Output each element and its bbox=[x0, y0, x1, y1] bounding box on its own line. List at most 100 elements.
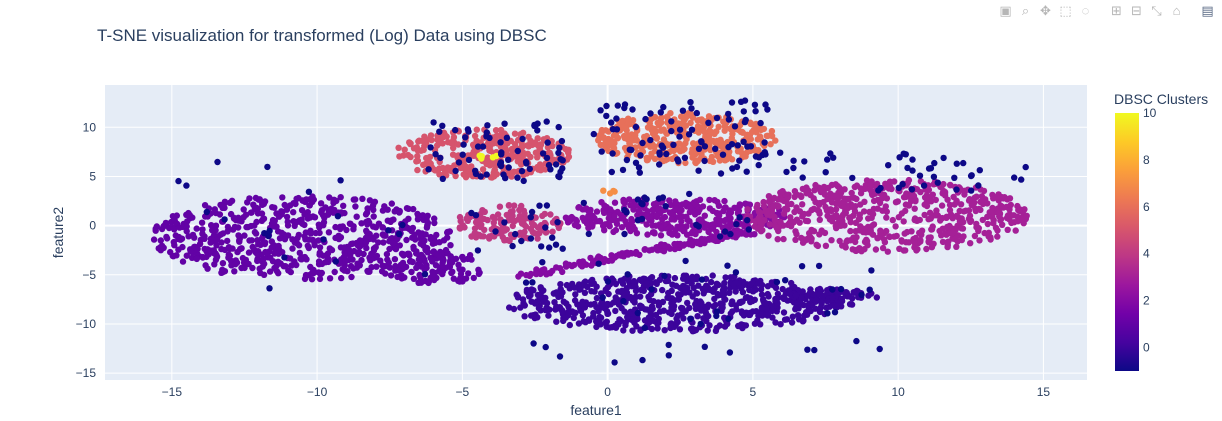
data-point bbox=[708, 153, 716, 161]
data-point bbox=[724, 262, 731, 269]
data-point bbox=[531, 139, 539, 146]
data-point bbox=[671, 297, 678, 304]
data-point bbox=[976, 167, 983, 174]
data-point bbox=[412, 236, 419, 243]
data-point bbox=[916, 216, 923, 224]
data-point bbox=[382, 270, 389, 277]
data-point bbox=[444, 229, 451, 236]
data-point bbox=[765, 293, 772, 300]
data-point bbox=[596, 313, 603, 321]
data-point bbox=[545, 161, 553, 169]
data-point bbox=[517, 304, 524, 311]
data-point bbox=[670, 302, 678, 310]
data-point bbox=[838, 295, 846, 302]
data-point bbox=[474, 143, 482, 150]
data-point bbox=[656, 308, 664, 315]
pan-icon[interactable]: ✥ bbox=[1040, 2, 1051, 18]
data-point bbox=[260, 215, 268, 222]
data-point bbox=[566, 321, 573, 329]
data-point bbox=[849, 203, 857, 210]
data-point bbox=[546, 244, 553, 251]
data-point bbox=[541, 210, 548, 218]
zoom-out-icon[interactable]: ⊟ bbox=[1131, 2, 1142, 18]
data-point bbox=[236, 237, 243, 244]
data-point bbox=[1007, 201, 1014, 209]
data-point bbox=[528, 208, 536, 216]
data-point bbox=[293, 261, 300, 269]
y-tick-label: −10 bbox=[76, 317, 97, 331]
data-point bbox=[901, 230, 908, 237]
autoscale-icon[interactable]: ⤡ bbox=[1151, 2, 1162, 18]
data-point bbox=[635, 207, 643, 215]
data-point bbox=[681, 241, 688, 248]
data-point bbox=[531, 230, 538, 237]
data-point bbox=[283, 213, 291, 221]
data-point bbox=[427, 144, 434, 151]
zoom-in-icon[interactable]: ⊞ bbox=[1111, 2, 1122, 18]
data-point bbox=[861, 198, 868, 205]
data-point bbox=[218, 245, 225, 253]
data-point bbox=[399, 221, 406, 229]
data-point bbox=[740, 278, 747, 285]
data-point bbox=[883, 227, 890, 235]
data-point bbox=[889, 216, 896, 224]
data-point bbox=[657, 119, 665, 127]
data-point bbox=[337, 234, 345, 241]
data-point bbox=[305, 188, 313, 195]
data-point bbox=[486, 235, 493, 242]
data-point bbox=[736, 214, 743, 221]
data-point bbox=[953, 243, 960, 250]
data-point bbox=[407, 153, 414, 161]
data-point bbox=[703, 317, 710, 325]
data-point bbox=[777, 218, 784, 226]
data-point bbox=[226, 244, 233, 252]
data-point bbox=[876, 199, 884, 207]
data-point bbox=[570, 314, 577, 322]
data-point bbox=[621, 104, 628, 112]
data-point bbox=[430, 166, 437, 173]
data-point bbox=[688, 112, 696, 120]
data-point bbox=[640, 287, 647, 294]
box-select-icon[interactable]: ⬚ bbox=[1059, 2, 1072, 18]
data-point bbox=[246, 237, 253, 244]
data-point bbox=[509, 222, 516, 230]
data-point bbox=[602, 319, 609, 326]
data-point bbox=[911, 205, 918, 212]
zoom-icon[interactable]: ⌕ bbox=[1021, 2, 1030, 18]
data-point bbox=[727, 214, 734, 222]
data-point bbox=[747, 298, 754, 306]
data-point bbox=[403, 205, 411, 212]
data-point bbox=[689, 276, 697, 283]
data-point bbox=[840, 203, 848, 211]
data-point bbox=[755, 280, 762, 287]
data-point bbox=[632, 159, 640, 166]
data-point bbox=[514, 174, 521, 181]
data-point bbox=[666, 197, 673, 204]
data-point bbox=[503, 134, 511, 141]
camera-icon[interactable]: ▣ bbox=[999, 2, 1012, 18]
plotly-logo-icon[interactable]: ▤ bbox=[1201, 2, 1214, 18]
data-point bbox=[209, 227, 216, 234]
data-point bbox=[657, 232, 665, 239]
data-point bbox=[930, 240, 937, 247]
data-point bbox=[978, 193, 986, 200]
lasso-icon[interactable]: ◌ bbox=[1081, 3, 1090, 18]
data-point bbox=[828, 237, 835, 244]
data-point bbox=[708, 278, 715, 286]
data-point bbox=[904, 164, 911, 172]
data-point bbox=[975, 182, 982, 189]
data-point bbox=[657, 109, 664, 116]
data-point bbox=[1012, 227, 1019, 234]
data-point bbox=[772, 319, 779, 326]
data-point bbox=[680, 119, 687, 126]
data-point bbox=[1023, 212, 1030, 219]
data-point bbox=[340, 202, 347, 209]
data-point bbox=[829, 294, 836, 301]
data-point bbox=[611, 212, 618, 220]
data-point bbox=[967, 240, 974, 247]
reset-axes-icon[interactable]: ⌂ bbox=[1172, 3, 1181, 18]
data-point bbox=[460, 141, 467, 148]
data-point bbox=[647, 275, 654, 282]
data-point bbox=[696, 196, 704, 203]
